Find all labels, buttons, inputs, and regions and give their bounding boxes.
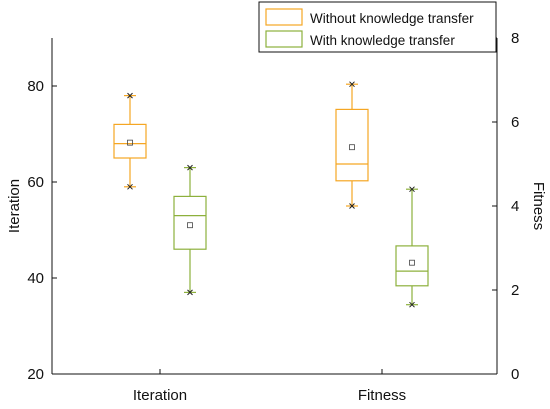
left-tick-label: 20: [27, 366, 44, 383]
box-with-transfer-iteration: [173, 164, 207, 296]
plot-frame: [51, 38, 498, 375]
box-without-transfer-iteration: [113, 92, 147, 190]
right-tick-label: 4: [511, 198, 519, 215]
right-tick-label: 8: [511, 30, 519, 47]
legend: Without knowledge transfer With knowledg…: [258, 1, 497, 53]
legend-frame: [258, 1, 497, 53]
legend-swatch-without-transfer: [265, 8, 303, 26]
right-tick-label: 2: [511, 282, 519, 299]
iqr-box: [335, 108, 369, 182]
right-axis-title: Fitness: [530, 182, 547, 230]
x-tick-label: Fitness: [358, 387, 406, 404]
extreme-marker: [127, 92, 133, 99]
iqr-box: [113, 123, 147, 159]
right-tick-label: 6: [511, 114, 519, 131]
iqr-box: [395, 245, 429, 287]
extreme-marker: [349, 203, 355, 209]
right-y-ticks: 0 2 4 6 8: [492, 30, 519, 383]
extreme-marker: [127, 183, 133, 190]
left-tick-label: 40: [27, 270, 44, 287]
box-without-transfer-fitness: [335, 81, 369, 209]
extreme-marker: [349, 81, 355, 88]
legend-swatch-with-transfer: [265, 30, 303, 48]
mean-marker: [127, 139, 133, 146]
extreme-marker: [187, 164, 193, 171]
box-with-transfer-fitness: [395, 186, 429, 308]
left-tick-label: 80: [27, 78, 44, 95]
extreme-marker: [187, 289, 193, 296]
x-tick-label: Iteration: [133, 387, 187, 404]
mean-marker: [409, 259, 415, 266]
box-series: [113, 81, 429, 308]
left-tick-label: 60: [27, 174, 44, 191]
mean-marker: [349, 144, 355, 151]
extreme-marker: [409, 301, 415, 308]
right-tick-label: 0: [511, 366, 519, 383]
legend-label-without-transfer: Without knowledge transfer: [310, 11, 474, 26]
left-axis-title: Iteration: [6, 179, 23, 233]
legend-label-with-transfer: With knowledge transfer: [310, 33, 455, 48]
x-ticks: Iteration Fitness: [133, 369, 406, 404]
mean-marker: [187, 222, 193, 229]
left-y-ticks: 20 40 60 80: [27, 78, 57, 383]
extreme-marker: [409, 186, 415, 193]
